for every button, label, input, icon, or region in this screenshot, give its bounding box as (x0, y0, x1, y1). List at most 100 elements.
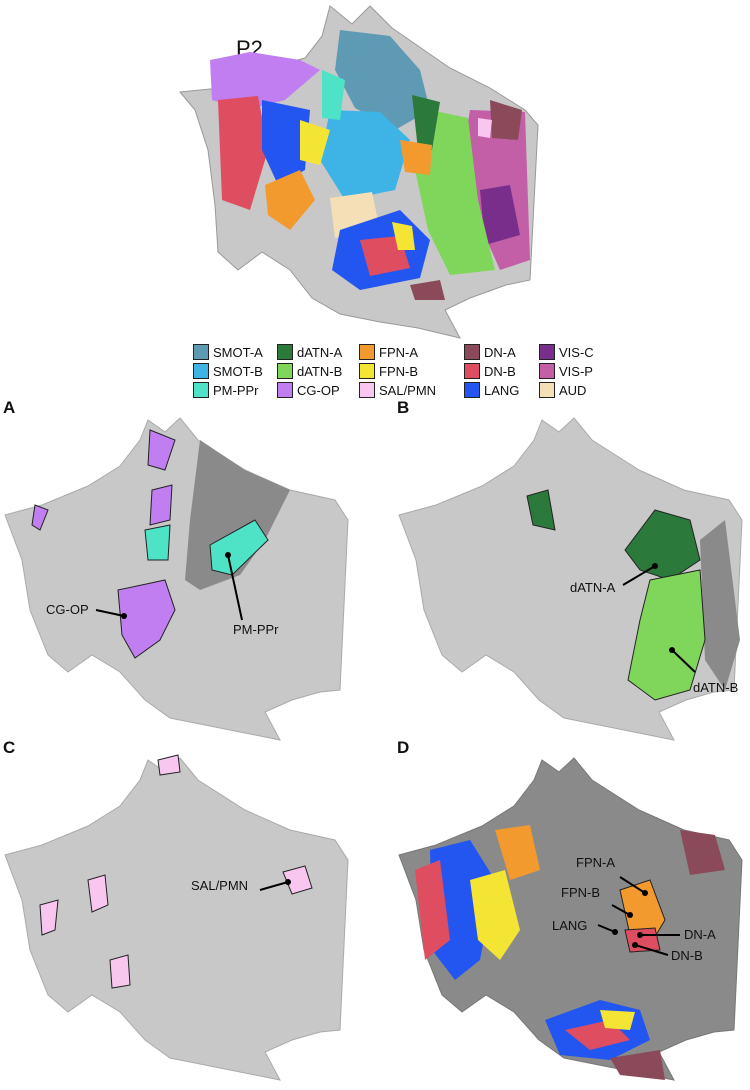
legend-swatch (193, 344, 209, 360)
callout-line-fpna (619, 876, 646, 894)
legend-swatch (539, 344, 555, 360)
legend-swatch (539, 382, 555, 398)
region-dnb (218, 96, 268, 210)
legend-item: FPN-B (359, 362, 418, 380)
cortex-outline-c (4, 757, 349, 1081)
callout-line-datna (622, 565, 656, 586)
legend-item: dATN-B (277, 362, 342, 380)
label-salpmn: SAL/PMN (191, 878, 249, 893)
legend-swatch (277, 344, 293, 360)
callout-dot-pmppr (225, 552, 231, 558)
fpnb-blob-d (470, 870, 520, 960)
panel-letter-c: C (3, 738, 16, 757)
legend-swatch (464, 382, 480, 398)
panel-letter-d: D (397, 738, 410, 757)
legend-item: SMOT-A (193, 343, 263, 361)
panel-letter-b: B (397, 398, 410, 417)
region-vis-c (480, 185, 520, 245)
region-dna (490, 100, 522, 140)
lang-blob-d (430, 840, 495, 980)
fpnb-blob-d-2 (600, 1010, 635, 1030)
legend-item: FPN-A (359, 343, 418, 361)
legend-swatch (539, 363, 555, 379)
cgop-blob-a-2 (117, 579, 176, 659)
callout-line-dnb (634, 944, 669, 956)
cgop-blob-a (147, 429, 176, 471)
region-pmppr (322, 70, 345, 120)
region-cgop (210, 52, 320, 110)
region-lang (262, 100, 310, 185)
callout-dot-salpmn (285, 879, 291, 885)
region-smot-a (335, 30, 430, 130)
pmppr-blob-a-2 (144, 524, 171, 561)
salpmn-blob-c-5 (109, 954, 131, 989)
dnb-blob-d-3 (624, 927, 661, 953)
legend-swatch (193, 363, 209, 379)
callout-dot-dna (637, 932, 643, 938)
region-fpna-2 (400, 140, 432, 175)
callout-dot-datnb (669, 647, 675, 653)
fpna-blob-d (495, 825, 540, 880)
salpmn-blob-c-2 (87, 874, 109, 913)
pmppr-blob-a (209, 519, 269, 576)
label-lang: LANG (552, 918, 588, 933)
legend-item: VIS-P (539, 362, 593, 380)
highlight-region-b (700, 520, 740, 690)
label-dna: DN-A (684, 927, 716, 942)
dna-blob-d-2 (610, 1050, 665, 1080)
cgop-blob-a-3 (31, 504, 49, 531)
region-smot-b (320, 110, 410, 200)
callout-dot-cgop (121, 613, 127, 619)
label-datnb: dATN-B (693, 680, 739, 695)
callout-dot-lang (612, 929, 618, 935)
region-datn-a (412, 95, 440, 150)
cgop-blob-a-4 (149, 484, 173, 526)
legend-item: dATN-A (277, 343, 342, 361)
legend-item: SAL/PMN (359, 381, 436, 399)
callout-dot-dnb (632, 942, 638, 948)
region-dna-2 (410, 280, 445, 300)
legend-swatch (464, 363, 480, 379)
callout-line-datnb (671, 649, 696, 673)
callout-line-lang (597, 924, 616, 933)
callout-line-pmppr (227, 554, 243, 621)
region-salpmn (478, 118, 492, 138)
label-datna: dATN-A (570, 580, 616, 595)
legend-swatch (359, 382, 375, 398)
region-datn-b (415, 110, 495, 275)
label-cgop: CG-OP (46, 602, 89, 617)
callout-line-cgop (95, 609, 125, 617)
callout-dot-fpnb (627, 912, 633, 918)
label-fpna: FPN-A (576, 855, 615, 870)
label-dnb: DN-B (671, 948, 703, 963)
panel-letter-a: A (3, 398, 16, 417)
callout-line-salpmn (259, 881, 289, 891)
legend-item: PM-PPr (193, 381, 259, 399)
legend-item: DN-B (464, 362, 516, 380)
legend-item: VIS-C (539, 343, 594, 361)
legend-swatch (193, 382, 209, 398)
legend-item: CG-OP (277, 381, 340, 399)
legend-swatch (277, 382, 293, 398)
salpmn-blob-c-4 (157, 754, 181, 776)
label-pmppr: PM-PPr (233, 622, 279, 637)
legend-item: AUD (539, 381, 586, 399)
legend-swatch (464, 344, 480, 360)
legend-swatch (277, 363, 293, 379)
callout-dot-datna (652, 563, 658, 569)
salpmn-blob-c (282, 865, 313, 895)
region-fpnb (300, 120, 330, 165)
legend-swatch (359, 363, 375, 379)
cortex-outline-d (398, 757, 743, 1081)
callout-line-fpnb (611, 904, 631, 916)
region-fpna (265, 170, 315, 230)
label-fpnb: FPN-B (561, 885, 600, 900)
datna-small-b (526, 489, 556, 531)
dnb-blob-d (415, 860, 450, 960)
region-fpnb-2 (392, 222, 415, 250)
